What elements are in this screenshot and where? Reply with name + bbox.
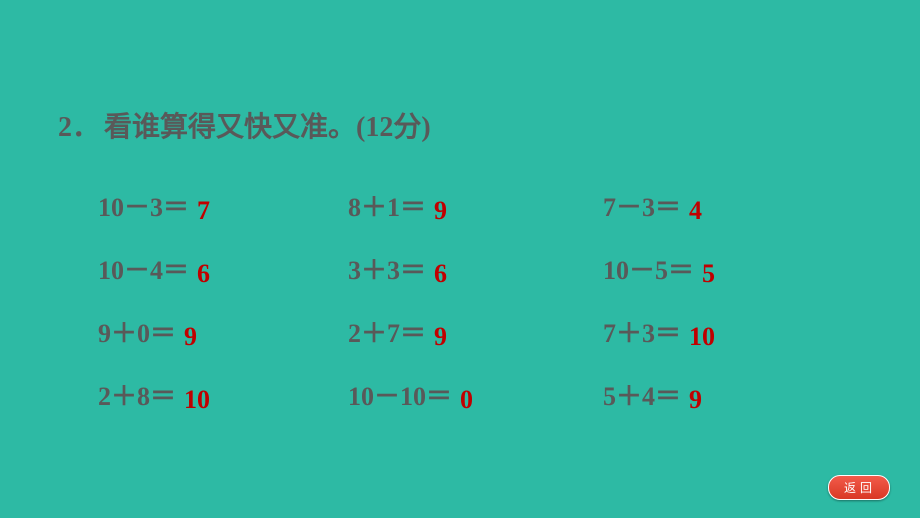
answer: 9: [184, 322, 197, 352]
answer: 4: [689, 196, 702, 226]
expression: 3＋3＝: [348, 250, 426, 287]
question-points: (12分): [356, 105, 431, 145]
equation-row: 10－3＝ 7 8＋1＝ 9 7－3＝ 4: [58, 187, 920, 224]
answer: 9: [434, 196, 447, 226]
answer: 6: [434, 259, 447, 289]
equation-cell: 8＋1＝ 9: [348, 187, 603, 224]
equation-cell: 2＋7＝ 9: [348, 313, 603, 350]
answer: 9: [689, 385, 702, 415]
answer: 10: [689, 322, 715, 352]
answer: 6: [197, 259, 210, 289]
expression: 10－5＝: [603, 250, 694, 287]
expression: 9＋0＝: [98, 313, 176, 350]
equation-cell: 10－4＝ 6: [98, 250, 348, 287]
expression: 5＋4＝: [603, 376, 681, 413]
worksheet-content: 2． 看谁算得又快又准。 (12分) 10－3＝ 7 8＋1＝ 9 7－3＝ 4…: [0, 0, 920, 413]
expression: 2＋8＝: [98, 376, 176, 413]
back-button-label: 返回: [842, 479, 876, 496]
equation-cell: 2＋8＝ 10: [98, 376, 348, 413]
expression: 7＋3＝: [603, 313, 681, 350]
equation-row: 2＋8＝ 10 10－10＝ 0 5＋4＝ 9: [58, 376, 920, 413]
expression: 8＋1＝: [348, 187, 426, 224]
answer: 10: [184, 385, 210, 415]
expression: 10－10＝: [348, 376, 452, 413]
equation-row: 9＋0＝ 9 2＋7＝ 9 7＋3＝ 10: [58, 313, 920, 350]
equation-cell: 10－10＝ 0: [348, 376, 603, 413]
question-heading: 2． 看谁算得又快又准。 (12分): [58, 105, 920, 145]
equation-row: 10－4＝ 6 3＋3＝ 6 10－5＝ 5: [58, 250, 920, 287]
back-button[interactable]: 返回: [828, 475, 890, 500]
points-open: (12: [356, 112, 393, 143]
equation-cell: 7－3＝ 4: [603, 187, 843, 224]
expression: 10－3＝: [98, 187, 189, 224]
answer: 0: [460, 385, 473, 415]
expression: 10－4＝: [98, 250, 189, 287]
expression: 2＋7＝: [348, 313, 426, 350]
equation-cell: 3＋3＝ 6: [348, 250, 603, 287]
points-word: 分: [393, 111, 421, 142]
expression: 7－3＝: [603, 187, 681, 224]
equation-cell: 10－5＝ 5: [603, 250, 843, 287]
question-number: 2．: [58, 105, 100, 145]
answer: 7: [197, 196, 210, 226]
equation-cell: 5＋4＝ 9: [603, 376, 843, 413]
equation-cell: 10－3＝ 7: [98, 187, 348, 224]
equation-cell: 7＋3＝ 10: [603, 313, 843, 350]
points-close: ): [421, 112, 430, 143]
answer: 9: [434, 322, 447, 352]
question-title: 看谁算得又快又准。: [104, 105, 356, 145]
answer: 5: [702, 259, 715, 289]
equation-cell: 9＋0＝ 9: [98, 313, 348, 350]
